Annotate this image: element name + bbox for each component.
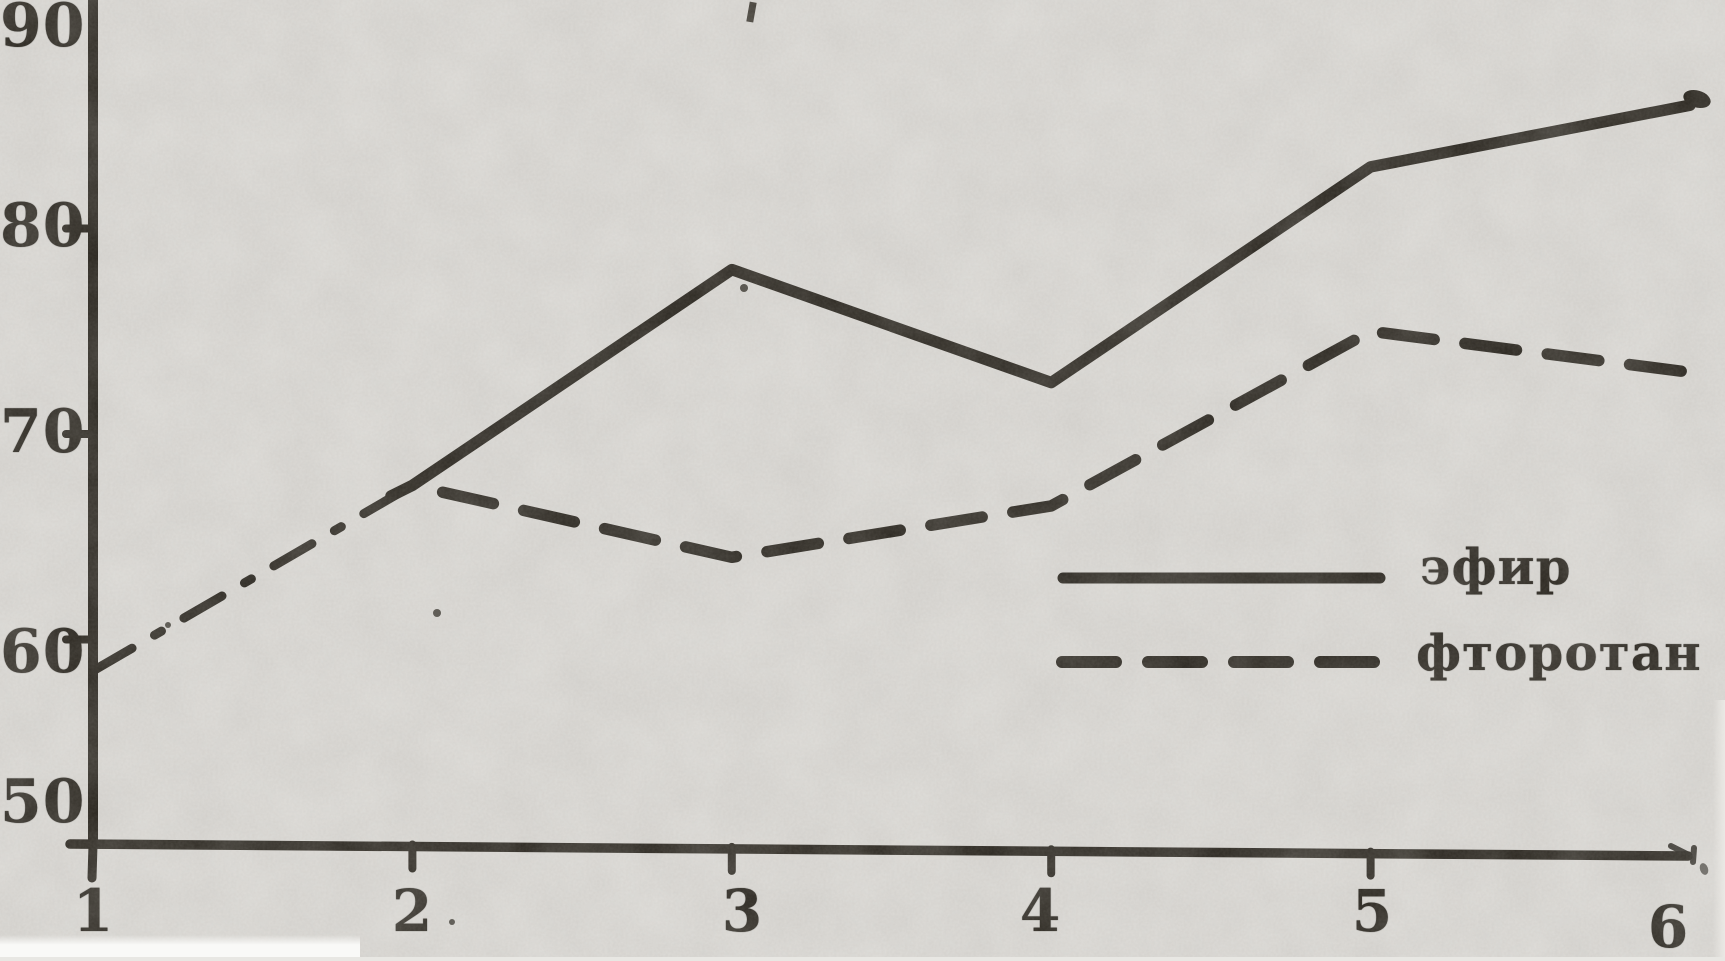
x-tick-label-4: 4 <box>1019 877 1061 945</box>
y-tick-label-90: 90 <box>0 0 86 61</box>
x-tick-label-5: 5 <box>1351 877 1393 945</box>
ink-speck <box>1699 863 1709 875</box>
y-tick-label-60: 60 <box>0 617 86 687</box>
ink-speck <box>433 609 441 617</box>
y-tick-label-50: 50 <box>0 767 86 837</box>
x-tick-label-6: 6 <box>1647 893 1689 961</box>
y-tick-label-70: 70 <box>0 397 86 467</box>
ink-speck <box>165 622 171 628</box>
legend-label-ftorotan: фторотан <box>1416 623 1702 682</box>
y-axis-overshoot <box>87 840 98 883</box>
x-axis-end-hook <box>1690 845 1697 865</box>
ink-speck <box>746 1 757 23</box>
series-line-ether <box>385 99 1696 502</box>
ink-speck <box>740 284 748 292</box>
y-tick-label-80: 80 <box>0 191 86 261</box>
legend-label-ether: эфир <box>1420 537 1572 596</box>
series-line-ftorotan-dashdot <box>89 480 417 675</box>
x-tick-label-2: 2 <box>391 877 433 945</box>
x-tick-label-1: 1 <box>72 877 114 945</box>
series-line-ftorotan <box>406 325 1696 564</box>
x-axis <box>65 839 1693 861</box>
x-tick-label-3: 3 <box>721 877 763 945</box>
